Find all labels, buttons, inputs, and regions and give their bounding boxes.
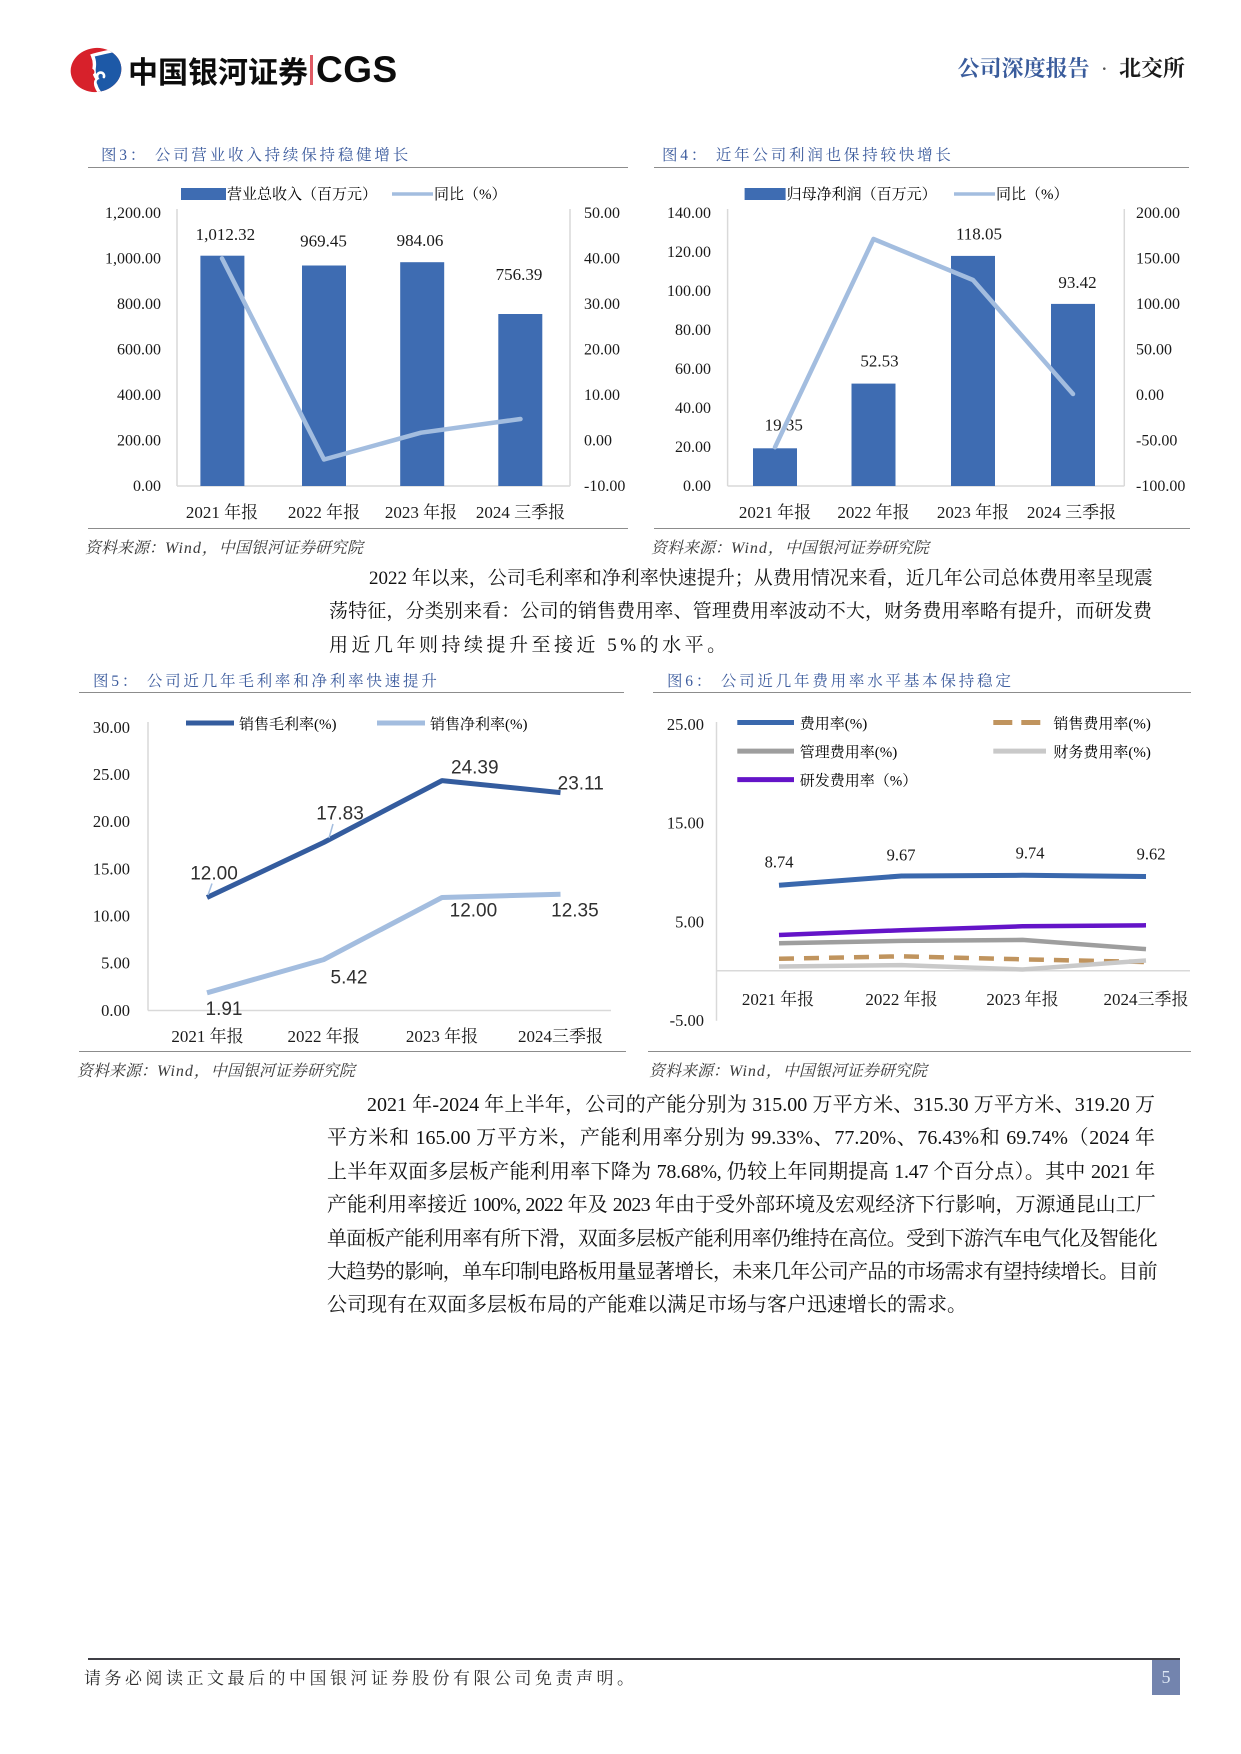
svg-text:2024三季报: 2024三季报 — [1104, 990, 1189, 1009]
svg-text:9.67: 9.67 — [887, 846, 916, 865]
svg-text:0.00: 0.00 — [101, 1001, 130, 1020]
svg-text:2022 年报: 2022 年报 — [287, 1026, 359, 1046]
svg-text:2022 年报: 2022 年报 — [837, 502, 909, 522]
svg-text:400.00: 400.00 — [117, 387, 161, 404]
svg-text:12.35: 12.35 — [551, 901, 599, 922]
svg-text:150.00: 150.00 — [1136, 251, 1180, 268]
svg-text:费用率(%): 费用率(%) — [800, 715, 868, 733]
svg-text:756.39: 756.39 — [496, 265, 543, 284]
svg-text:200.00: 200.00 — [117, 433, 161, 450]
svg-text:25.00: 25.00 — [93, 765, 130, 784]
svg-text:24.39: 24.39 — [451, 758, 499, 779]
svg-text:5.00: 5.00 — [101, 954, 130, 973]
svg-text:50.00: 50.00 — [1136, 342, 1172, 359]
svg-text:2021 年报: 2021 年报 — [739, 502, 811, 522]
svg-text:-100.00: -100.00 — [1136, 478, 1185, 495]
svg-text:12.00: 12.00 — [450, 901, 498, 922]
svg-text:5.00: 5.00 — [675, 912, 704, 931]
svg-text:2024 三季报: 2024 三季报 — [476, 503, 565, 522]
svg-text:1.91: 1.91 — [206, 999, 243, 1020]
svg-text:15.00: 15.00 — [667, 814, 704, 833]
svg-text:20.00: 20.00 — [675, 439, 711, 456]
svg-text:9.74: 9.74 — [1016, 844, 1045, 863]
svg-text:2022 年报: 2022 年报 — [288, 502, 360, 522]
svg-text:140.00: 140.00 — [667, 205, 711, 222]
svg-text:984.06: 984.06 — [397, 231, 444, 250]
svg-text:20.00: 20.00 — [93, 812, 130, 831]
svg-text:100.00: 100.00 — [667, 283, 711, 300]
svg-text:12.00: 12.00 — [190, 864, 238, 885]
svg-text:120.00: 120.00 — [667, 244, 711, 261]
svg-text:1,200.00: 1,200.00 — [105, 205, 161, 222]
svg-text:50.00: 50.00 — [584, 205, 620, 222]
svg-text:2021 年报: 2021 年报 — [171, 1026, 243, 1046]
svg-text:15.00: 15.00 — [93, 859, 130, 878]
svg-text:800.00: 800.00 — [117, 296, 161, 313]
svg-text:2024 三季报: 2024 三季报 — [1027, 503, 1116, 522]
svg-text:93.42: 93.42 — [1058, 273, 1096, 292]
svg-text:5.42: 5.42 — [331, 968, 368, 989]
svg-text:30.00: 30.00 — [93, 718, 130, 737]
svg-text:20.00: 20.00 — [584, 342, 620, 359]
svg-text:同比（%）: 同比（%） — [434, 186, 507, 203]
svg-text:2023 年报: 2023 年报 — [937, 502, 1009, 522]
svg-text:营业总收入（百万元）: 营业总收入（百万元） — [227, 185, 377, 203]
svg-text:归母净利润（百万元）: 归母净利润（百万元） — [787, 186, 937, 203]
svg-text:同比（%）: 同比（%） — [996, 186, 1069, 203]
svg-text:2022 年报: 2022 年报 — [865, 989, 937, 1009]
svg-text:200.00: 200.00 — [1136, 205, 1180, 222]
svg-text:40.00: 40.00 — [584, 251, 620, 268]
svg-text:-50.00: -50.00 — [1136, 433, 1177, 450]
svg-text:2021 年报: 2021 年报 — [742, 989, 814, 1009]
svg-text:0.00: 0.00 — [683, 478, 711, 495]
svg-text:60.00: 60.00 — [675, 361, 711, 378]
svg-text:10.00: 10.00 — [93, 907, 130, 926]
svg-text:30.00: 30.00 — [584, 296, 620, 313]
svg-text:-5.00: -5.00 — [670, 1011, 704, 1030]
svg-text:2024三季报: 2024三季报 — [518, 1027, 603, 1046]
svg-text:-10.00: -10.00 — [584, 478, 625, 495]
svg-text:0.00: 0.00 — [584, 433, 612, 450]
svg-text:52.53: 52.53 — [860, 352, 898, 371]
svg-text:管理费用率(%): 管理费用率(%) — [800, 743, 898, 761]
svg-text:财务费用率(%): 财务费用率(%) — [1053, 743, 1151, 761]
svg-text:2021 年报: 2021 年报 — [186, 502, 258, 522]
svg-text:1,000.00: 1,000.00 — [105, 251, 161, 268]
svg-text:1,012.32: 1,012.32 — [196, 225, 256, 244]
svg-text:25.00: 25.00 — [667, 715, 704, 734]
svg-text:2023 年报: 2023 年报 — [406, 1026, 478, 1046]
svg-text:600.00: 600.00 — [117, 342, 161, 359]
svg-text:9.62: 9.62 — [1137, 845, 1166, 864]
svg-text:40.00: 40.00 — [675, 400, 711, 417]
svg-text:8.74: 8.74 — [765, 853, 794, 872]
svg-text:2023 年报: 2023 年报 — [385, 502, 457, 522]
svg-text:100.00: 100.00 — [1136, 296, 1180, 313]
svg-text:969.45: 969.45 — [300, 232, 347, 251]
svg-text:17.83: 17.83 — [316, 804, 364, 825]
svg-text:23.11: 23.11 — [558, 774, 604, 795]
svg-text:118.05: 118.05 — [956, 225, 1002, 244]
svg-text:2023 年报: 2023 年报 — [986, 989, 1058, 1009]
svg-text:销售费用率(%): 销售费用率(%) — [1053, 715, 1151, 733]
svg-text:80.00: 80.00 — [675, 322, 711, 339]
svg-text:研发费用率（%）: 研发费用率（%） — [800, 772, 918, 790]
svg-text:销售净利率(%): 销售净利率(%) — [430, 715, 528, 733]
svg-text:0.00: 0.00 — [133, 478, 161, 495]
svg-text:销售毛利率(%): 销售毛利率(%) — [239, 715, 337, 733]
svg-text:10.00: 10.00 — [584, 387, 620, 404]
svg-text:0.00: 0.00 — [1136, 387, 1164, 404]
